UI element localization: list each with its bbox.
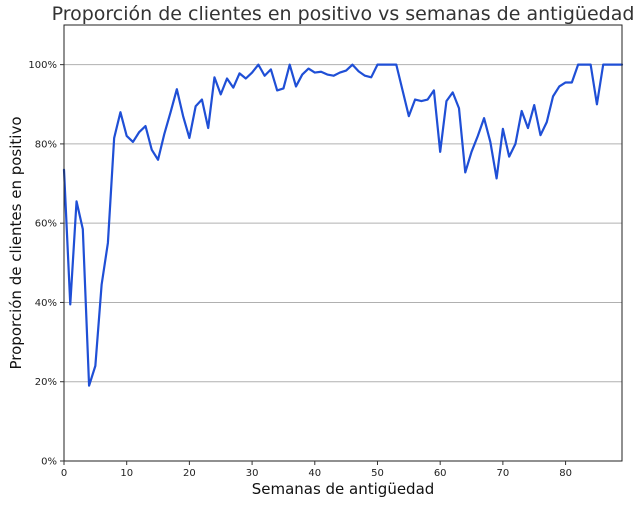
x-tick-label: 10	[120, 468, 133, 479]
x-axis-ticks: 0 10 20 30 40 50 60 70 80	[61, 461, 572, 479]
chart-title: Proporción de clientes en positivo vs se…	[52, 3, 635, 25]
x-tick-label: 40	[308, 468, 321, 479]
series-layer	[62, 63, 624, 387]
y-tick-label: 100%	[28, 60, 57, 71]
x-tick-label: 30	[246, 468, 259, 479]
x-tick-label: 70	[497, 468, 510, 479]
x-tick-label: 0	[61, 468, 67, 479]
plot-border	[63, 24, 623, 462]
grid-lines	[64, 64, 622, 383]
y-axis-label: Proporción de clientes en positivo	[7, 116, 25, 369]
x-tick-label: 60	[434, 468, 447, 479]
y-tick-label: 40%	[35, 298, 57, 309]
series-line	[62, 63, 624, 387]
y-axis-ticks: 0% 20% 40% 60% 80% 100%	[28, 60, 64, 468]
x-axis-label: Semanas de antigüedad	[252, 480, 435, 498]
x-tick-label: 50	[371, 468, 384, 479]
y-tick-label: 80%	[35, 139, 57, 150]
x-tick-label: 20	[183, 468, 196, 479]
x-tick-label: 80	[559, 468, 572, 479]
plot-frame	[63, 24, 623, 462]
y-tick-label: 60%	[35, 219, 57, 230]
y-tick-label: 20%	[35, 377, 57, 388]
y-tick-label: 0%	[41, 457, 57, 468]
